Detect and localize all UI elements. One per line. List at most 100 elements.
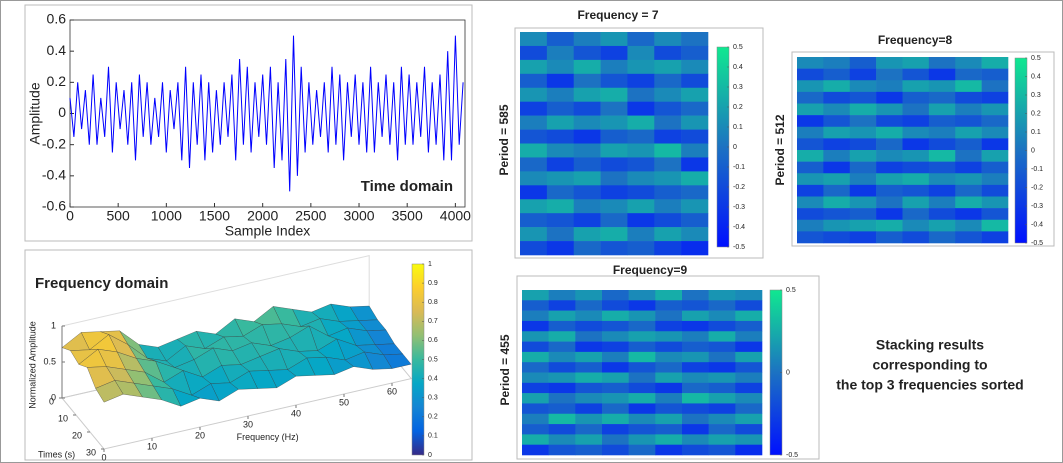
heatmap-cell (546, 129, 575, 144)
heatmap-cell (902, 138, 930, 151)
heatmap-cell (928, 126, 956, 139)
heatmap-cell (876, 219, 903, 232)
heatmap-cell (681, 199, 709, 214)
colorbar-tick-label: 0 (428, 452, 432, 459)
heatmap-cell (602, 310, 629, 322)
heatmap-cell (520, 227, 548, 242)
heatmap-cell (735, 341, 763, 353)
colorbar-tick-label: 0.1 (1031, 129, 1041, 136)
heatmap-cell (981, 80, 1009, 93)
heatmap-cell (955, 80, 982, 93)
heatmap-cell (654, 171, 682, 186)
heatmap-cell (708, 444, 736, 456)
heatmap-cell (735, 310, 763, 322)
heatmap-cell (735, 300, 763, 311)
heatmap-cell (627, 185, 655, 200)
heatmap-cell (575, 351, 603, 363)
heatmap-cell (955, 173, 982, 186)
heatmap-cell (681, 32, 709, 47)
heatmap-cell (955, 103, 982, 116)
heatmap-cell (522, 320, 549, 332)
x-tick-label: 10 (147, 441, 157, 451)
heatmap-cell (735, 372, 763, 384)
caption-line: Stacking results (876, 337, 984, 353)
heatmap-cell (876, 103, 903, 116)
heatmap-cell (682, 444, 709, 456)
heatmap-cell (876, 150, 903, 162)
heatmap-cell (546, 185, 575, 200)
y-tick-label: 30 (86, 447, 96, 457)
heatmap-cell (575, 403, 603, 415)
colorbar-tick-label: 0 (733, 144, 737, 151)
heatmap-cell (602, 341, 629, 353)
heatmap-cell (797, 184, 824, 197)
heatmap-cell (955, 208, 982, 221)
heatmap-cell (575, 382, 603, 394)
heatmap-cell (627, 87, 655, 102)
heatmap-cell (573, 32, 601, 47)
heatmap-cell (849, 208, 877, 221)
colorbar-tick-label: -0.5 (733, 244, 745, 251)
heatmap-cell (600, 87, 628, 102)
heatmap-cell (522, 393, 549, 404)
heatmap-cell (520, 45, 548, 61)
heatmap-cell (627, 73, 655, 89)
heatmap-cell (849, 231, 877, 244)
heatmap-cell (981, 196, 1009, 209)
heatmap-cell (548, 320, 576, 332)
heatmap-cell (928, 173, 956, 186)
heatmap-cell (708, 372, 736, 384)
heatmap-cell (602, 434, 629, 445)
y-axis-label: Times (s) (38, 449, 75, 459)
heatmap-cell (654, 73, 682, 89)
heatmap-cell (654, 227, 682, 242)
colorbar-tick-label: -0.4 (733, 224, 745, 231)
heatmap-cell (522, 300, 549, 311)
colorbar-tick-label: -0.3 (733, 204, 745, 211)
heatmap-cell (823, 173, 851, 186)
heatmap-cell (955, 138, 982, 151)
x-tick-label: 500 (106, 208, 130, 224)
heatmap-cell (600, 199, 628, 214)
heatmap-cell (628, 424, 656, 435)
colorbar-tick-label: 0.2 (733, 104, 743, 111)
y-tick-label: 0.6 (47, 11, 67, 27)
heatmap-cell (655, 372, 683, 384)
heatmap-cell (849, 161, 877, 174)
heatmap-cell (522, 382, 549, 394)
heatmap-cell (627, 171, 655, 186)
heatmap-cell (546, 59, 575, 75)
heatmap-cell (520, 143, 548, 158)
heatmap-cell (602, 320, 629, 332)
heatmap-cell (522, 351, 549, 363)
heatmap-cell (902, 57, 930, 69)
heatmap-cell (575, 372, 603, 384)
heatmap-cell (708, 362, 736, 373)
chart-title: Frequency=8 (878, 33, 953, 47)
y-tick-label: -0.2 (42, 135, 66, 151)
heatmap-cell (575, 310, 603, 322)
heatmap-cell (849, 173, 877, 186)
heatmap-cell (823, 150, 851, 162)
heatmap-cell (628, 434, 656, 445)
heatmap-cell (654, 115, 682, 130)
heatmap-cell (928, 103, 956, 116)
chart-title: Frequency=9 (613, 263, 688, 277)
heatmap-cell (548, 393, 576, 404)
heatmap-cell (600, 143, 628, 158)
heatmap-cell (876, 231, 903, 244)
colorbar-tick-label: 0.4 (428, 375, 438, 382)
heatmap-cell (928, 231, 956, 244)
heatmap-cell (546, 171, 575, 186)
heatmap-cell (849, 219, 877, 232)
heatmap-cell (655, 444, 683, 456)
heatmap-cell (600, 115, 628, 130)
signal-line (69, 35, 464, 192)
heatmap-cell (600, 241, 628, 256)
heatmap-cell (681, 101, 709, 116)
heatmap-cell (876, 80, 903, 93)
heatmap-cell (602, 331, 629, 342)
heatmap-cell (981, 91, 1009, 104)
heatmap-cell (520, 101, 548, 116)
x-tick-label: 60 (387, 386, 397, 396)
